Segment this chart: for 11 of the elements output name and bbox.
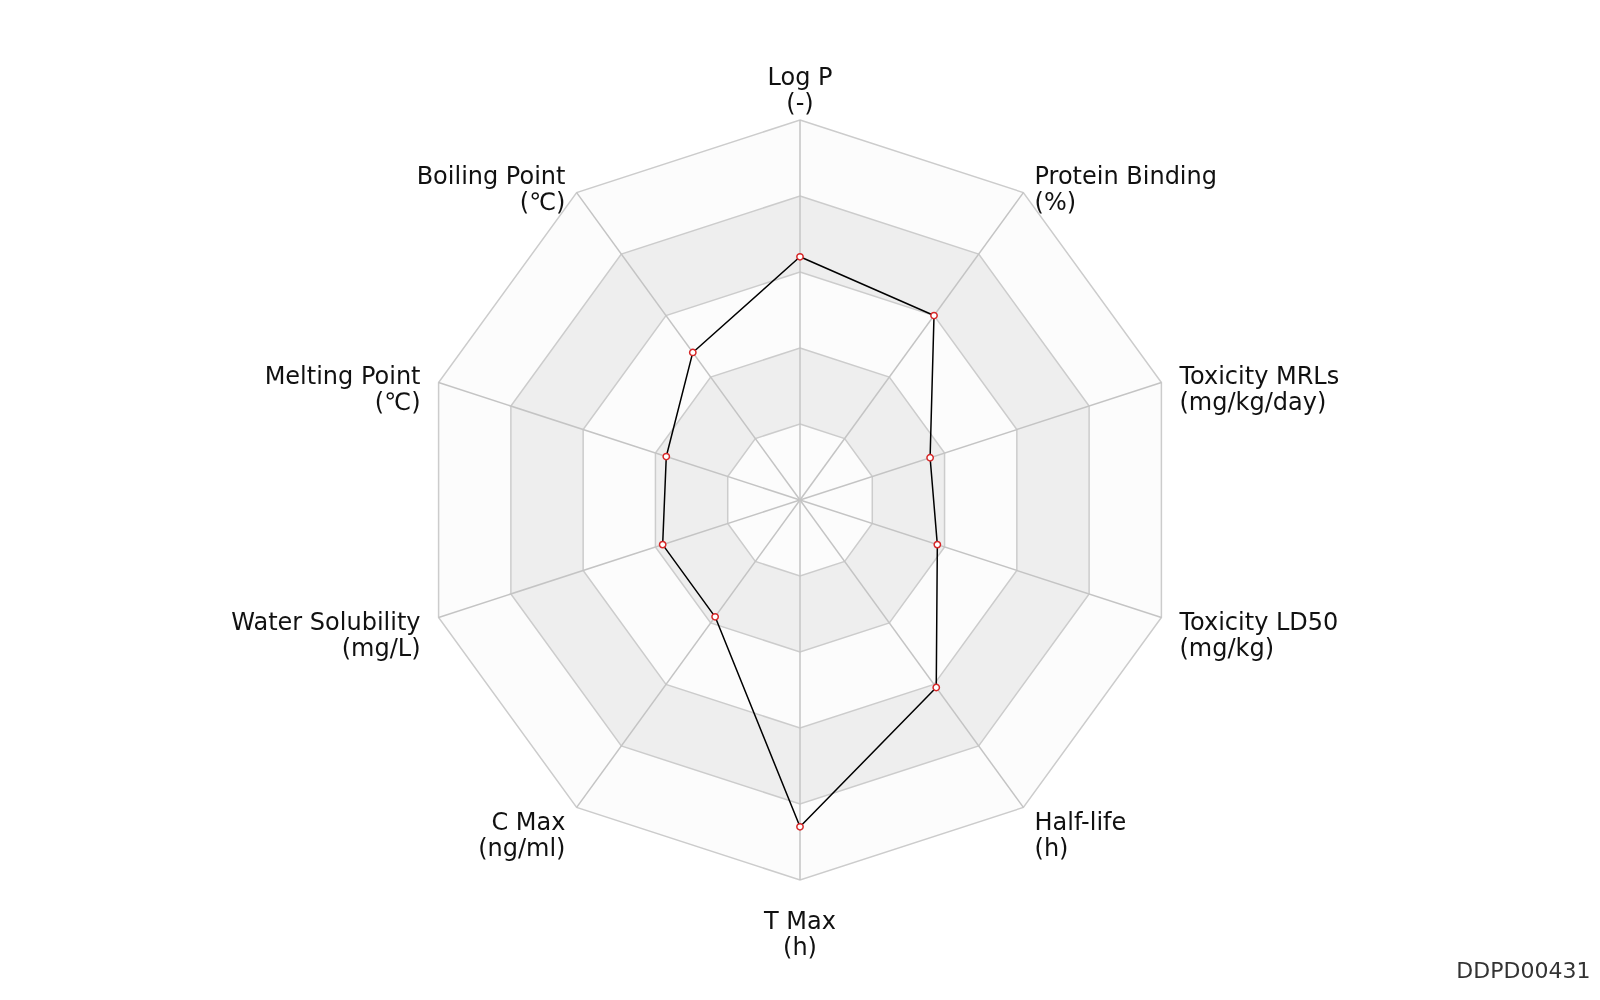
- spoke-label: Boiling Point (℃): [416, 162, 566, 217]
- spoke-label: T Max (h): [763, 907, 836, 962]
- spoke-label: Protein Binding (%): [1034, 162, 1217, 217]
- spoke-label: Toxicity LD50 (mg/kg): [1178, 608, 1339, 663]
- spoke-label: Water Solubility (mg/L): [231, 608, 421, 663]
- spoke-label: Toxicity MRLs (mg/kg/day): [1178, 361, 1340, 416]
- spoke-label: Log P (-): [767, 62, 833, 117]
- text: DDPD00431: [1456, 958, 1591, 984]
- spoke-label: Half-life (h): [1034, 807, 1127, 862]
- spoke-label: C Max (ng/ml): [478, 807, 566, 862]
- spoke-label: Melting Point (℃): [264, 361, 421, 416]
